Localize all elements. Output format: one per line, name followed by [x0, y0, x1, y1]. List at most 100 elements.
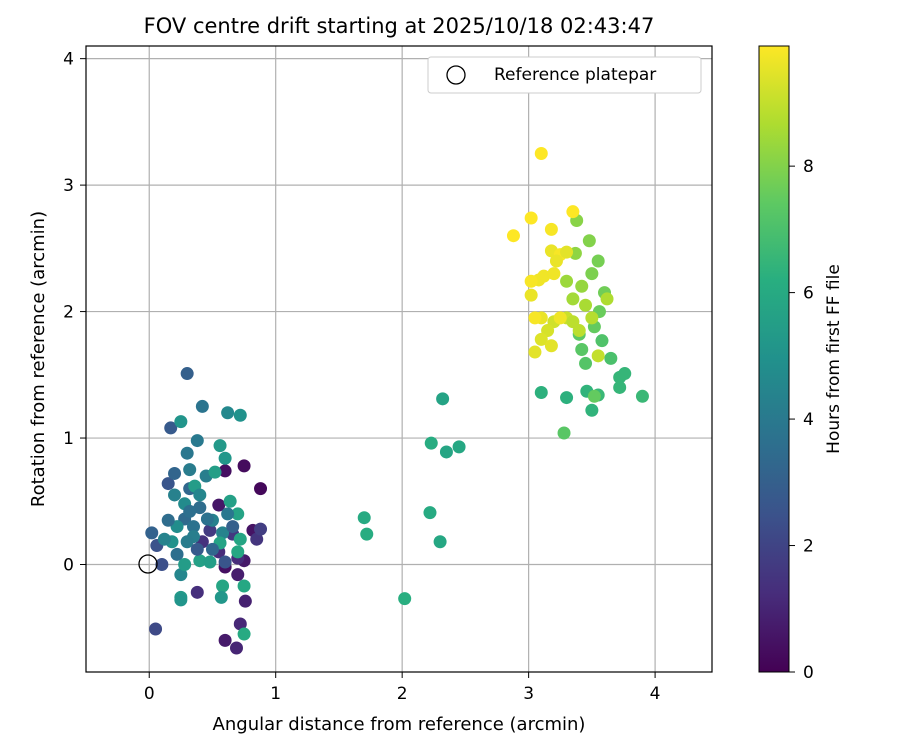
scatter-point [237, 627, 251, 641]
scatter-point [208, 465, 222, 479]
scatter-point [223, 494, 237, 508]
scatter-point [186, 520, 200, 534]
scatter-point [183, 463, 197, 477]
scatter-point [237, 579, 251, 593]
y-tick-label: 4 [63, 50, 74, 70]
scatter-point [357, 511, 371, 525]
colorbar-tick-label: 4 [803, 410, 814, 430]
scatter-point [221, 406, 235, 420]
scatter-point [618, 367, 632, 381]
scatter-point [157, 532, 171, 546]
colorbar-label: Hours from first FF file [824, 264, 844, 454]
scatter-point [226, 520, 240, 534]
x-tick-label: 0 [144, 684, 155, 704]
reference-platepar-marker [138, 554, 158, 574]
y-tick-label: 1 [63, 429, 74, 449]
colorbar-tick-label: 0 [803, 663, 814, 683]
scatter-point [506, 229, 520, 243]
scatter-point [190, 434, 204, 448]
scatter-point [566, 315, 580, 329]
scatter-point [575, 279, 589, 293]
scatter-point [216, 579, 230, 593]
scatter-point [528, 345, 542, 359]
scatter-point [528, 311, 542, 325]
scatter-point [360, 527, 374, 541]
scatter-point [604, 351, 618, 365]
scatter-point [193, 488, 207, 502]
scatter-point [218, 464, 232, 478]
scatter-point [587, 389, 601, 403]
legend-entry: Reference platepar [494, 65, 656, 85]
scatter-point [534, 332, 548, 346]
scatter-point [591, 254, 605, 268]
scatter-point [145, 526, 159, 540]
scatter-point [213, 439, 227, 453]
scatter-point [233, 617, 247, 631]
data-points [145, 146, 649, 655]
scatter-point [534, 146, 548, 160]
scatter-point [218, 451, 232, 465]
scatter-point [433, 535, 447, 549]
scatter-point [524, 211, 538, 225]
scatter-point [155, 558, 169, 572]
scatter-point [595, 334, 609, 348]
scatter-point [579, 298, 593, 312]
y-axis-ticks: 0 1 2 3 4 [63, 50, 86, 576]
scatter-point [544, 222, 558, 236]
scatter-point [203, 555, 217, 569]
plot-frame [85, 45, 713, 673]
scatter-point [534, 386, 548, 400]
scatter-point [161, 477, 175, 491]
scatter-point [560, 274, 574, 288]
scatter-point [560, 245, 574, 259]
scatter-point [190, 585, 204, 599]
scatter-point [212, 498, 226, 512]
colorbar-ticks: 0 2 4 6 8 [789, 157, 814, 683]
scatter-point [544, 339, 558, 353]
scatter-point [168, 488, 182, 502]
x-tick-label: 1 [270, 684, 281, 704]
colorbar-tick-label: 2 [803, 537, 814, 557]
scatter-point [524, 288, 538, 302]
scatter-point [560, 391, 574, 405]
scatter-point [170, 547, 184, 561]
scatter-point [168, 466, 182, 480]
colorbar-gradient [758, 45, 790, 673]
scatter-point [218, 555, 232, 569]
scatter-point [233, 532, 247, 546]
legend-marker [446, 65, 466, 85]
scatter-point [423, 506, 437, 520]
scatter-point [635, 389, 649, 403]
scatter-point [178, 558, 192, 572]
scatter-point [231, 545, 245, 559]
legend: Reference platepar [427, 56, 702, 94]
scatter-point [237, 459, 251, 473]
y-tick-label: 2 [63, 303, 74, 323]
scatter-point [205, 542, 219, 556]
scatter-point [183, 504, 197, 518]
scatter-point [231, 507, 245, 521]
scatter-point [231, 568, 245, 582]
scatter-point [575, 343, 589, 357]
scatter-point [579, 356, 593, 370]
scatter-point [195, 399, 209, 413]
scatter-point [174, 415, 188, 429]
y-axis-label: Rotation from reference (arcmin) [28, 211, 49, 507]
scatter-point [229, 641, 243, 655]
scatter-point [149, 622, 163, 636]
scatter-point [591, 349, 605, 363]
x-axis-ticks: 0 1 2 3 4 [144, 672, 661, 704]
scatter-point [613, 380, 627, 394]
y-tick-label: 3 [63, 176, 74, 196]
scatter-point [398, 592, 412, 606]
scatter-point [218, 633, 232, 647]
scatter-point [585, 267, 599, 281]
scatter-point [254, 522, 268, 536]
scatter-point [238, 594, 252, 608]
scatter-point [582, 234, 596, 248]
scatter-point [216, 526, 230, 540]
scatter-point [203, 523, 217, 537]
scatter-point [254, 482, 268, 496]
scatter-point [174, 568, 188, 582]
